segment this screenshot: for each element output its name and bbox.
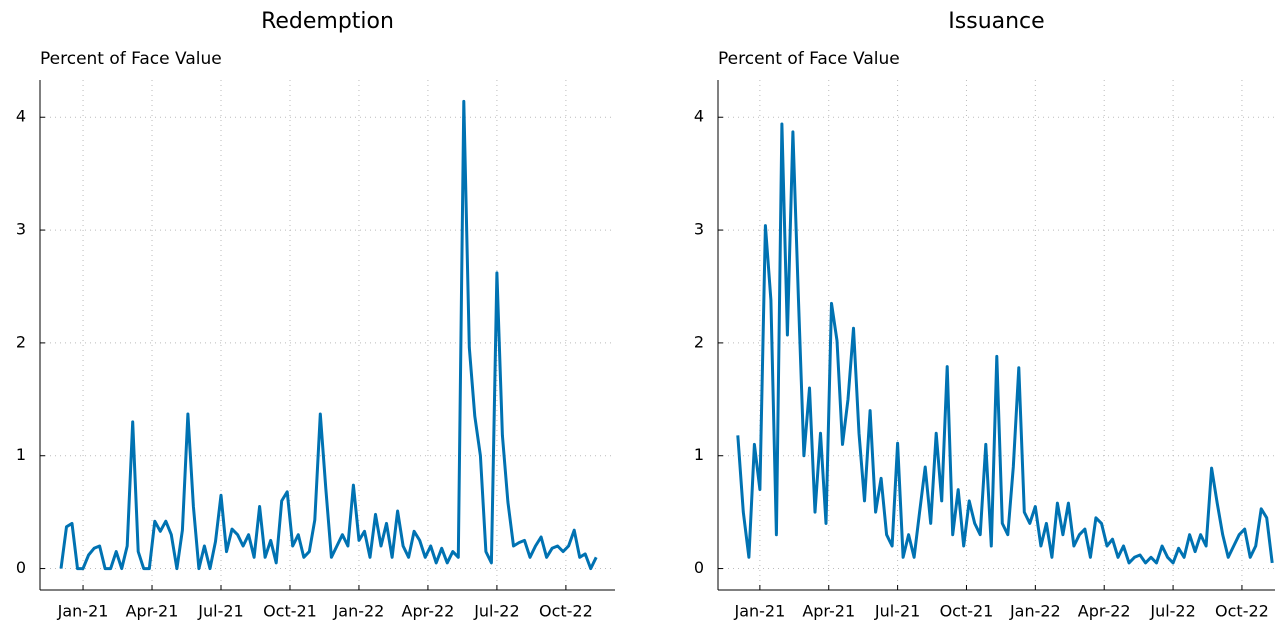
chart-title: Issuance <box>948 9 1044 34</box>
x-tick-label: Apr-22 <box>1078 602 1131 621</box>
x-tick-label: Jan-22 <box>333 602 385 621</box>
x-tick-label: Apr-21 <box>126 602 179 621</box>
y-axis-label: Percent of Face Value <box>718 49 900 69</box>
x-tick-label: Jan-22 <box>1009 602 1061 621</box>
x-tick-label: Apr-22 <box>402 602 455 621</box>
y-tick-label: 4 <box>16 107 26 126</box>
x-tick-label: Jul-22 <box>473 602 519 621</box>
x-tick-label: Jul-21 <box>874 602 920 621</box>
y-axis-label: Percent of Face Value <box>40 49 222 69</box>
y-tick-label: 1 <box>694 445 704 464</box>
data-line <box>59 99 598 571</box>
x-tick-label: Oct-22 <box>1215 602 1269 621</box>
y-tick-label: 0 <box>694 558 704 577</box>
y-tick-label: 2 <box>694 332 704 351</box>
x-tick-label: Apr-21 <box>802 602 855 621</box>
y-tick-label: 2 <box>16 332 26 351</box>
x-tick-label: Jan-21 <box>733 602 785 621</box>
x-tick-label: Jan-21 <box>57 602 109 621</box>
y-tick-label: 0 <box>16 558 26 577</box>
y-tick-label: 1 <box>16 445 26 464</box>
y-tick-label: 4 <box>694 107 704 126</box>
x-tick-label: Oct-22 <box>539 602 593 621</box>
y-tick-label: 3 <box>16 220 26 239</box>
y-tick-label: 3 <box>694 220 704 239</box>
data-line <box>736 122 1274 565</box>
x-tick-label: Oct-21 <box>940 602 994 621</box>
x-tick-label: Oct-21 <box>263 602 317 621</box>
x-tick-label: Jul-22 <box>1149 602 1195 621</box>
x-tick-label: Jul-21 <box>197 602 243 621</box>
chart-title: Redemption <box>261 9 394 34</box>
